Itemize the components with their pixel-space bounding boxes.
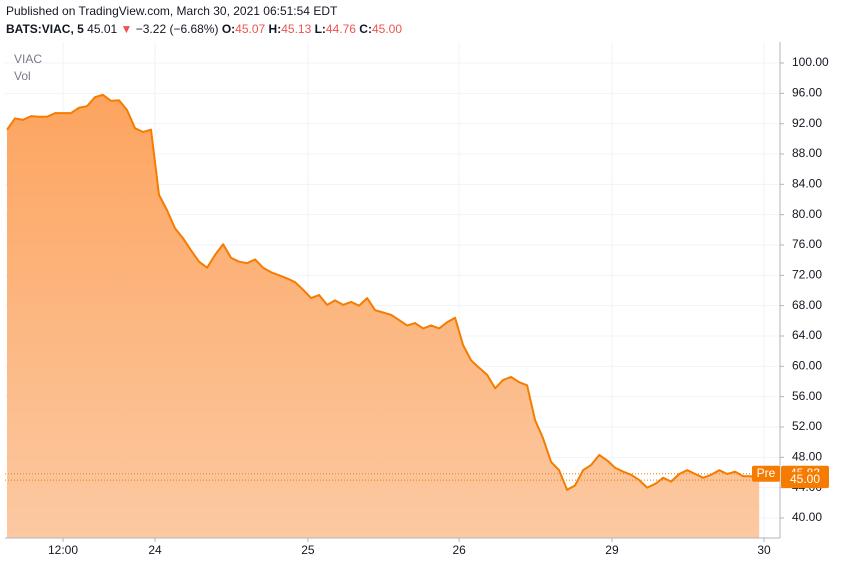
legend-volume: Vol — [14, 69, 31, 83]
low-label: L: — [314, 22, 326, 36]
y-tick-label: 96.00 — [792, 86, 822, 100]
y-tick-label: 52.00 — [792, 419, 822, 433]
y-tick-label: 40.00 — [792, 510, 822, 524]
last-price-label: 45.00 — [790, 472, 820, 486]
symbol: BATS:VIAC, 5 — [6, 22, 84, 36]
open-label: O: — [221, 22, 236, 36]
y-tick-label: 88.00 — [792, 146, 822, 160]
y-tick-label: 100.00 — [792, 55, 829, 69]
x-tick-label: 24 — [148, 543, 162, 557]
price: 45.01 — [87, 22, 118, 36]
y-tick-label: 60.00 — [792, 358, 822, 372]
legend-symbol: VIAC — [14, 52, 42, 66]
change: −3.22 (−6.68%) — [135, 22, 219, 36]
y-tick-label: 84.00 — [792, 177, 822, 191]
ohlc-bar: BATS:VIAC, 5 45.01 ▼ −3.22 (−6.68%) O:45… — [6, 22, 402, 36]
low: 44.76 — [325, 22, 356, 36]
last-price-box — [781, 472, 829, 489]
y-tick-label: 64.00 — [792, 328, 822, 342]
change-arrow: ▼ — [120, 22, 133, 36]
pre-tag: Pre — [757, 466, 776, 480]
pre-tag-box — [752, 465, 780, 482]
y-tick-label: 68.00 — [792, 298, 822, 312]
x-tick-label: 26 — [452, 543, 466, 557]
close-label: C: — [359, 22, 372, 36]
y-tick-label: 92.00 — [792, 116, 822, 130]
open: 45.07 — [235, 22, 266, 36]
x-tick-label: 29 — [605, 543, 619, 557]
y-tick-label: 72.00 — [792, 267, 822, 281]
y-tick-label: 56.00 — [792, 389, 822, 403]
y-tick-label: 76.00 — [792, 237, 822, 251]
y-tick-label: 80.00 — [792, 207, 822, 221]
y-tick-label: 48.00 — [792, 449, 822, 463]
x-tick-label: 25 — [301, 543, 315, 557]
x-tick-label: 30 — [757, 543, 771, 557]
close: 45.00 — [371, 22, 402, 36]
price-line — [6, 93, 760, 491]
published-note: Published on TradingView.com, March 30, … — [6, 4, 338, 18]
high: 45.13 — [281, 22, 312, 36]
area-fill — [7, 94, 760, 539]
high-label: H: — [268, 22, 282, 36]
x-tick-label: 12:00 — [48, 543, 78, 557]
